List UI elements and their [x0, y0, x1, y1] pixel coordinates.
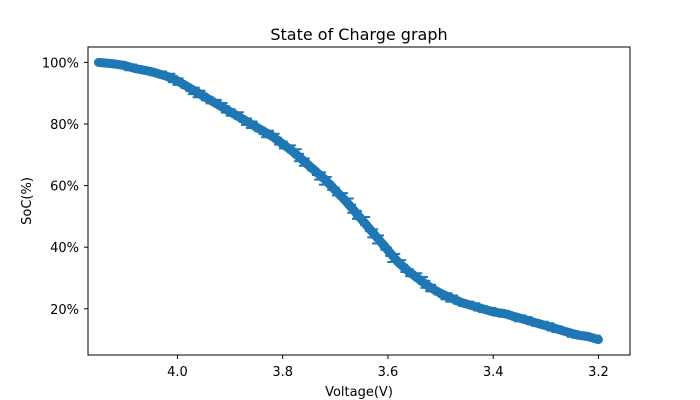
y-tick-label: 20%: [50, 303, 79, 318]
x-tick-label: 3.4: [483, 365, 504, 380]
plot-area: [94, 57, 603, 345]
x-tick-label: 3.2: [588, 365, 609, 380]
y-axis-label: SoC(%): [20, 177, 35, 225]
plot-frame: [87, 46, 631, 356]
chart-title: State of Charge graph: [270, 25, 447, 44]
y-tick-label: 40%: [50, 241, 79, 256]
y-tick-label: 60%: [50, 180, 79, 195]
x-axis-label: Voltage(V): [325, 385, 393, 400]
x-tick-label: 4.0: [167, 365, 188, 380]
y-tick-label: 100%: [42, 56, 79, 71]
x-tick-label: 3.6: [378, 365, 399, 380]
x-tick-label: 3.8: [272, 365, 293, 380]
y-axis: 20% 40% 60% 80% 100%: [42, 56, 88, 318]
y-tick-label: 80%: [50, 118, 79, 133]
x-axis: 4.0 3.8 3.6 3.4 3.2: [167, 355, 609, 380]
